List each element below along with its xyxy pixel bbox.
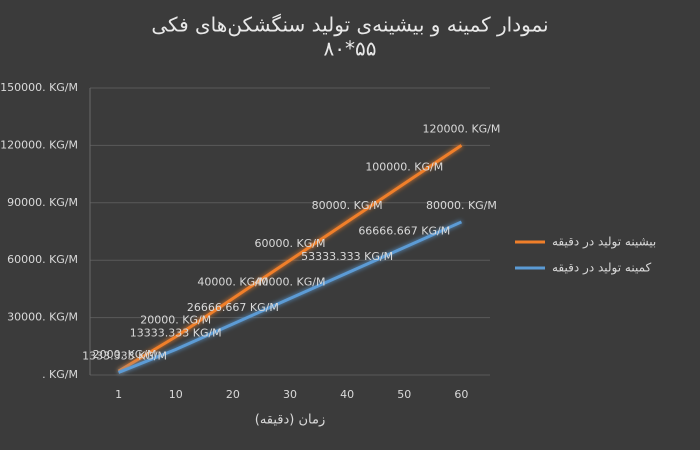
chart-title: نمودار کمینه و بیشینه‌ی تولید سنگشکن‌های… [151,13,548,37]
legend-label: کمینه تولید در دقیقه [552,261,652,276]
data-label: 1333.333 KG/M [82,349,167,362]
data-label: 80000. KG/M [312,199,383,212]
y-tick-label: 30000. KG/M [7,311,78,324]
data-label: 20000. KG/M [140,314,211,327]
x-tick-label: 60 [454,388,468,401]
chart-subtitle: ۸۰*۵۵ [324,37,377,61]
y-tick-label: 150000. KG/M [0,81,78,94]
x-tick-label: 1 [115,388,122,401]
x-tick-label: 20 [226,388,240,401]
series-line [118,220,463,374]
x-tick-label: 40 [340,388,354,401]
y-tick-label: . KG/M [42,368,78,381]
data-label: 120000. KG/M [422,122,500,135]
x-tick-label: 30 [283,388,297,401]
y-tick-label: 120000. KG/M [0,138,78,151]
series-line [117,144,463,373]
x-axis-label: زمان (دقیقه) [255,413,326,428]
y-tick-label: 60000. KG/M [7,253,78,266]
data-label: 80000. KG/M [426,199,497,212]
data-label: 53333.333 KG/M [301,250,393,263]
legend-label: بیشینه تولید در دقیقه [552,235,656,250]
x-tick-label: 10 [169,388,183,401]
data-label: 60000. KG/M [255,237,326,250]
y-tick-label: 90000. KG/M [7,196,78,209]
data-label: 13333.333 KG/M [130,326,222,339]
data-label: 66666.667 KG/M [358,224,450,237]
data-label: 40000. KG/M [255,275,326,288]
data-label: 26666.667 KG/M [187,301,279,314]
data-label: 2000. KG/M [93,348,157,361]
data-label: 100000. KG/M [365,161,443,174]
x-tick-label: 50 [397,388,411,401]
data-label: 40000. KG/M [197,275,268,288]
